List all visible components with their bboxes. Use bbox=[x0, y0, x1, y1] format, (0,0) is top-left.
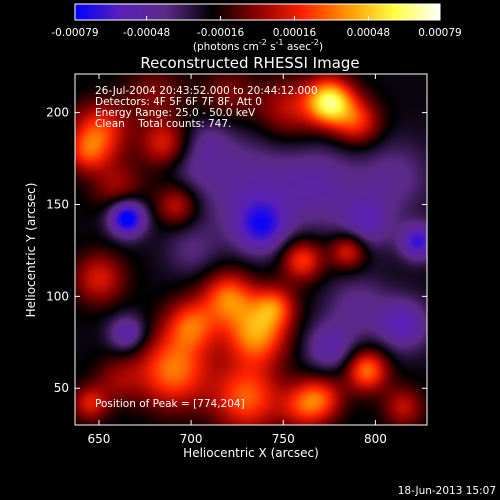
y-tick-label: 100 bbox=[46, 289, 69, 303]
x-tick-label: 800 bbox=[364, 432, 387, 446]
colorbar-label-main: (photons cm bbox=[193, 41, 259, 53]
x-tick-label: 750 bbox=[272, 432, 295, 446]
x-axis-label: Heliocentric X (arcsec) bbox=[183, 446, 319, 460]
annotation-line: Clean Total counts: 747. bbox=[95, 118, 231, 130]
colorbar-label-mid2: asec bbox=[284, 41, 312, 53]
x-tick-label: 650 bbox=[88, 432, 111, 446]
colorbar-tick-label: -0.00079 bbox=[51, 27, 98, 39]
footer-date: 18-Jun-2013 15:07 bbox=[398, 485, 496, 497]
heatmap-image bbox=[75, 74, 427, 425]
y-tick-label: 200 bbox=[46, 106, 69, 120]
annotation-line: 26-Jul-2004 20:43:52.000 to 20:44:12.000 bbox=[95, 85, 318, 97]
chart-title: Reconstructed RHESSI Image bbox=[140, 54, 359, 72]
colorbar-tick-label: 0.00016 bbox=[273, 27, 317, 39]
colorbar-tick-label: 0.00048 bbox=[347, 27, 390, 39]
colorbar-tick-label: 0.00079 bbox=[418, 27, 461, 39]
y-axis: 50 100 150 200 bbox=[46, 106, 427, 395]
colorbar-tick-label: -0.00048 bbox=[123, 27, 170, 39]
annotation-line: Energy Range: 25.0 - 50.0 keV bbox=[95, 107, 256, 119]
colorbar-label-exp1: -2 bbox=[259, 38, 267, 47]
colorbar-gradient bbox=[75, 4, 440, 20]
colorbar-tick-label: -0.00016 bbox=[197, 27, 245, 39]
colorbar-label-end: ) bbox=[319, 41, 323, 53]
plot-frame bbox=[74, 73, 428, 426]
colorbar-label-exp2: -1 bbox=[276, 38, 284, 47]
colorbar-label-exp3: -2 bbox=[311, 38, 319, 47]
colorbar-label-mid1: s bbox=[267, 41, 276, 53]
colorbar-frame bbox=[74, 3, 441, 21]
colorbar: -0.00079 -0.00048 -0.00016 0.00016 0.00048 0.… bbox=[51, 3, 462, 53]
colorbar-ticks: -0.00079 -0.00048 -0.00016 0.00016 0.00048 0.… bbox=[51, 16, 462, 39]
colorbar-label: (photons cm-2 s-1 asec-2) bbox=[193, 38, 323, 53]
y-tick-label: 50 bbox=[54, 381, 69, 395]
peak-position-label: Position of Peak = [774,204] bbox=[95, 398, 245, 410]
annotation-block: 26-Jul-2004 20:43:52.000 to 20:44:12.000… bbox=[95, 85, 318, 130]
y-axis-label: Heliocentric Y (arcsec) bbox=[24, 183, 38, 318]
annotation-line: Detectors: 4F 5F 6F 7F 8F, Att 0 bbox=[95, 96, 262, 108]
x-tick-label: 700 bbox=[180, 432, 203, 446]
x-axis: 650 700 750 800 bbox=[88, 74, 387, 446]
y-tick-label: 150 bbox=[46, 197, 69, 211]
